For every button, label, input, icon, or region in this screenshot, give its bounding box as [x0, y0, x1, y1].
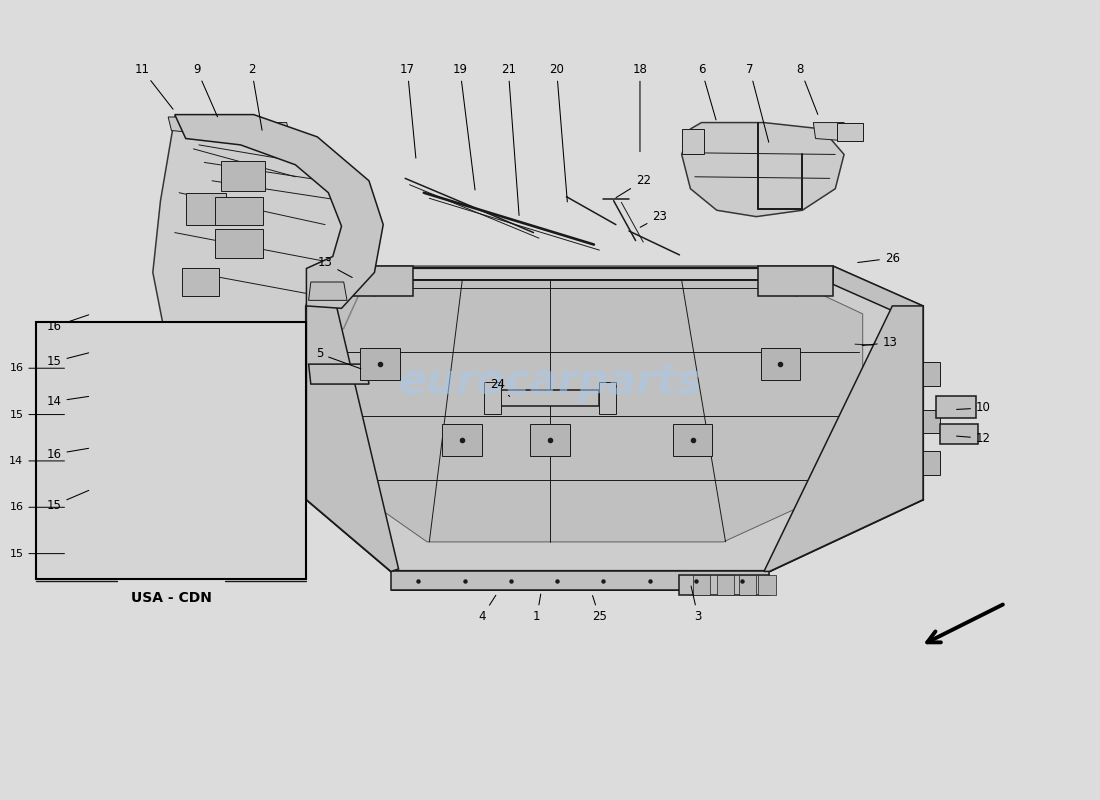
Text: 1: 1 — [534, 594, 541, 623]
Text: 15: 15 — [46, 353, 89, 368]
Text: 8: 8 — [796, 62, 817, 114]
Polygon shape — [216, 230, 263, 258]
Text: 14: 14 — [46, 395, 89, 408]
Polygon shape — [680, 575, 769, 595]
Polygon shape — [252, 122, 293, 151]
Polygon shape — [309, 282, 346, 300]
Text: 16: 16 — [9, 502, 65, 512]
Polygon shape — [759, 575, 775, 595]
Text: 7: 7 — [746, 62, 769, 142]
Text: 19: 19 — [452, 62, 475, 190]
Polygon shape — [175, 114, 383, 308]
Polygon shape — [682, 122, 844, 217]
Text: 4: 4 — [478, 595, 496, 623]
Text: 15: 15 — [9, 410, 65, 419]
Text: 2: 2 — [248, 62, 262, 130]
Polygon shape — [923, 410, 939, 434]
Text: 26: 26 — [858, 251, 900, 265]
Polygon shape — [307, 266, 923, 571]
Polygon shape — [216, 197, 263, 225]
Polygon shape — [936, 396, 976, 418]
Text: 3: 3 — [691, 586, 702, 623]
Polygon shape — [336, 281, 862, 542]
Polygon shape — [717, 575, 735, 595]
Polygon shape — [309, 364, 368, 384]
Text: 24: 24 — [490, 378, 509, 397]
Polygon shape — [761, 348, 800, 380]
Polygon shape — [186, 193, 227, 225]
Polygon shape — [923, 451, 939, 475]
Polygon shape — [221, 161, 265, 191]
Polygon shape — [360, 348, 399, 380]
Text: 10: 10 — [957, 402, 991, 414]
Polygon shape — [168, 117, 197, 133]
FancyBboxPatch shape — [36, 322, 307, 579]
Polygon shape — [600, 382, 616, 414]
Text: 14: 14 — [9, 456, 65, 466]
Polygon shape — [293, 362, 307, 386]
Text: 20: 20 — [549, 62, 568, 202]
Text: 13: 13 — [862, 336, 898, 349]
Polygon shape — [837, 122, 862, 141]
Polygon shape — [923, 362, 939, 386]
Polygon shape — [530, 424, 570, 456]
Polygon shape — [939, 424, 978, 444]
Polygon shape — [693, 575, 711, 595]
Polygon shape — [682, 129, 704, 154]
Polygon shape — [673, 424, 713, 456]
Polygon shape — [293, 410, 307, 434]
Polygon shape — [293, 451, 307, 475]
Text: 23: 23 — [640, 210, 668, 227]
Polygon shape — [484, 382, 500, 414]
Polygon shape — [739, 575, 757, 595]
Text: 22: 22 — [616, 174, 651, 198]
Polygon shape — [442, 424, 482, 456]
Text: 25: 25 — [592, 595, 607, 623]
Text: 9: 9 — [192, 62, 218, 117]
Text: eurocarparts: eurocarparts — [398, 362, 702, 403]
Text: 15: 15 — [9, 549, 65, 558]
Text: 13: 13 — [318, 256, 352, 278]
Text: 16: 16 — [46, 314, 89, 333]
Text: 18: 18 — [632, 62, 648, 152]
Polygon shape — [183, 269, 219, 296]
Text: 5: 5 — [316, 347, 361, 369]
Polygon shape — [153, 117, 368, 384]
Text: 6: 6 — [697, 62, 716, 120]
Text: 11: 11 — [134, 62, 173, 110]
Text: 15: 15 — [46, 490, 89, 512]
Polygon shape — [764, 306, 923, 571]
Text: 16: 16 — [46, 448, 89, 461]
Polygon shape — [497, 390, 600, 406]
Text: USA - CDN: USA - CDN — [131, 591, 212, 606]
Polygon shape — [164, 352, 190, 376]
Polygon shape — [307, 304, 398, 571]
Polygon shape — [390, 571, 769, 590]
Polygon shape — [212, 119, 241, 135]
Text: 12: 12 — [957, 432, 991, 445]
Polygon shape — [336, 266, 412, 296]
Polygon shape — [813, 122, 846, 141]
Text: 21: 21 — [500, 62, 519, 215]
Polygon shape — [179, 332, 216, 356]
Polygon shape — [833, 266, 923, 324]
Text: 16: 16 — [9, 363, 65, 374]
Polygon shape — [759, 266, 833, 296]
Text: 17: 17 — [400, 62, 416, 158]
